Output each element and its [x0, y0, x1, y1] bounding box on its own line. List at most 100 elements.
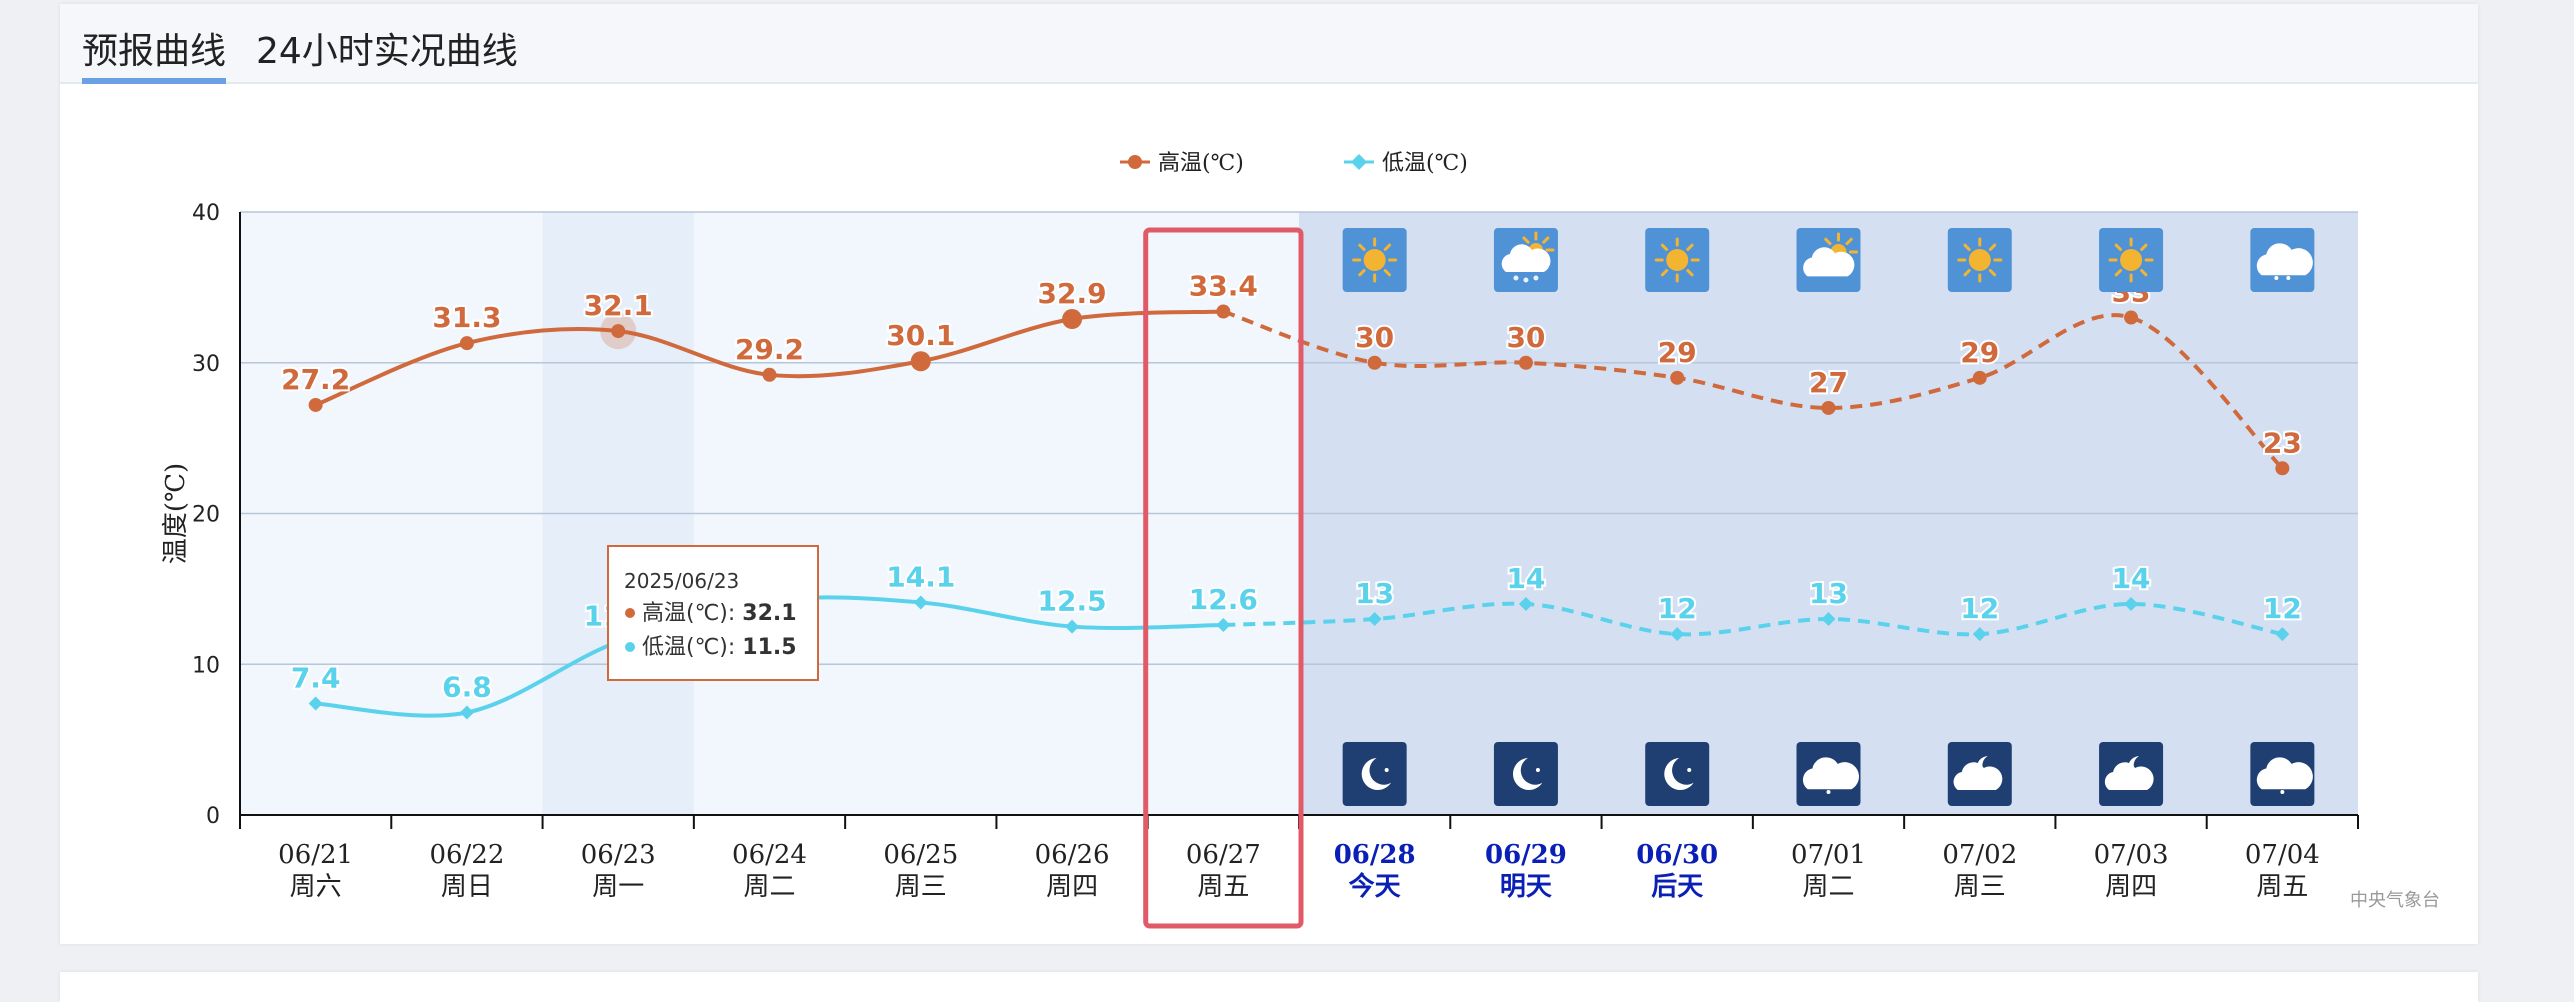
data-label: 12 — [1658, 592, 1697, 625]
y-tick-label: 0 — [206, 804, 220, 829]
legend-marker — [1351, 154, 1367, 170]
x-tick-label-date: 07/02 — [1942, 840, 2017, 870]
sun-ray — [1686, 269, 1694, 277]
data-label: 14.1 — [886, 560, 955, 593]
next-card — [60, 972, 2478, 1002]
x-tick-label-date: 07/04 — [2245, 840, 2320, 870]
sun-disc — [1968, 249, 1991, 271]
sun-ray — [2140, 243, 2148, 251]
y-tick-label: 30 — [192, 352, 220, 377]
cloud-moon-icon — [1947, 742, 2012, 806]
drop — [2280, 790, 2285, 794]
x-tick-label-date: 06/21 — [278, 840, 353, 870]
tab-24h-observation-curve[interactable]: 24小时实况曲线 — [256, 31, 518, 72]
sun-ray — [1358, 269, 1366, 277]
x-tick-label-date: 07/01 — [1791, 840, 1866, 870]
sun-ray — [1988, 243, 1997, 251]
legend-label: 高温(℃) — [1158, 151, 1244, 176]
sunny-icon — [1947, 228, 2012, 292]
data-label: 13 — [1355, 577, 1394, 610]
data-point — [459, 336, 474, 351]
data-label: 30.1 — [886, 319, 955, 352]
tab-forecast-curve[interactable]: 预报曲线 — [82, 22, 227, 84]
data-point — [308, 397, 323, 412]
data-point — [2275, 461, 2290, 476]
legend-marker — [1128, 155, 1142, 169]
data-label: 29.2 — [735, 333, 804, 366]
data-point — [2124, 596, 2139, 611]
x-tick-label-day: 周二 — [1802, 872, 1854, 902]
sun-ray — [1383, 243, 1391, 251]
x-tick-label-date: 06/28 — [1334, 840, 1416, 870]
data-label: 12.6 — [1189, 583, 1258, 616]
data-point — [1670, 627, 1685, 642]
data-point — [1367, 612, 1382, 627]
sun-ray — [1522, 236, 1530, 244]
data-label: 30 — [1355, 321, 1394, 354]
data-point — [1821, 612, 1836, 627]
data-label: 14 — [2112, 562, 2151, 595]
tooltip-date: 2025/06/23 — [624, 569, 739, 593]
data-point — [1821, 400, 1836, 415]
data-point — [910, 351, 931, 372]
data-point — [2275, 627, 2290, 642]
data-point — [1972, 627, 1987, 642]
x-tick-label-date: 06/26 — [1035, 840, 1110, 870]
y-axis-title: 温度(℃) — [161, 463, 191, 564]
x-tick-label-day: 周五 — [2256, 872, 2308, 902]
data-label: 12 — [1960, 592, 1999, 625]
tooltip-row: 低温(℃): 11.5 — [642, 635, 797, 660]
drop — [2274, 276, 2279, 280]
data-label: 33.4 — [1189, 269, 1258, 302]
tooltip-box — [607, 545, 819, 681]
sunny-icon — [2099, 228, 2164, 292]
data-point — [611, 324, 626, 339]
sun-ray — [1686, 243, 1694, 251]
x-tick-label-date: 06/23 — [581, 840, 656, 870]
data-point — [1518, 596, 1533, 611]
icon-bg — [1493, 742, 1558, 806]
moon-shape — [1664, 758, 1694, 790]
x-tick-label-day: 周一 — [592, 872, 644, 902]
sun-ray — [1542, 236, 1550, 244]
selection-box — [1143, 227, 1304, 929]
x-tick-label-day: 周六 — [290, 872, 342, 902]
cloud-shape — [2256, 757, 2313, 790]
y-tick-label: 20 — [192, 503, 220, 528]
sun-ray — [1963, 269, 1971, 277]
data-label: 31.3 — [432, 301, 501, 334]
data-point — [1972, 370, 1987, 385]
series-line-forecast — [1223, 601, 2283, 637]
x-tick-label-day: 后天 — [1651, 872, 1703, 902]
cloud-moon-icon — [2099, 742, 2164, 806]
cloudy-night-icon — [2250, 742, 2315, 806]
x-tick-label-day: 周三 — [895, 872, 947, 902]
x-tick-label-date: 06/29 — [1485, 840, 1567, 870]
tooltip-marker — [625, 608, 635, 618]
data-point — [913, 595, 928, 610]
sun-ray — [1383, 269, 1391, 277]
data-label: 29 — [1960, 336, 1999, 369]
moon-icon — [1342, 742, 1407, 806]
cloudy-icon — [2250, 228, 2315, 292]
cloudy-night-icon — [1796, 742, 1861, 806]
sun-ray — [1988, 269, 1997, 277]
sun-disc — [1666, 249, 1689, 271]
x-tick-label-day: 周五 — [1197, 872, 1249, 902]
data-label: 6.8 — [442, 670, 492, 703]
data-point — [2124, 310, 2139, 325]
x-tick-label-date: 06/24 — [732, 840, 807, 870]
sun-ray — [1358, 243, 1366, 251]
data-label: 30 — [1506, 321, 1545, 354]
data-point — [1065, 619, 1080, 634]
source-label: 中央气象台 — [2350, 890, 2440, 911]
star — [1687, 768, 1692, 772]
x-tick-label-date: 06/27 — [1186, 840, 1261, 870]
x-tick-label-day: 周三 — [1954, 872, 2006, 902]
star — [1535, 768, 1540, 772]
tooltip-marker — [625, 642, 635, 652]
series-line-forecast — [1222, 309, 2284, 470]
moon-icon — [1493, 742, 1558, 806]
data-point — [762, 367, 777, 382]
